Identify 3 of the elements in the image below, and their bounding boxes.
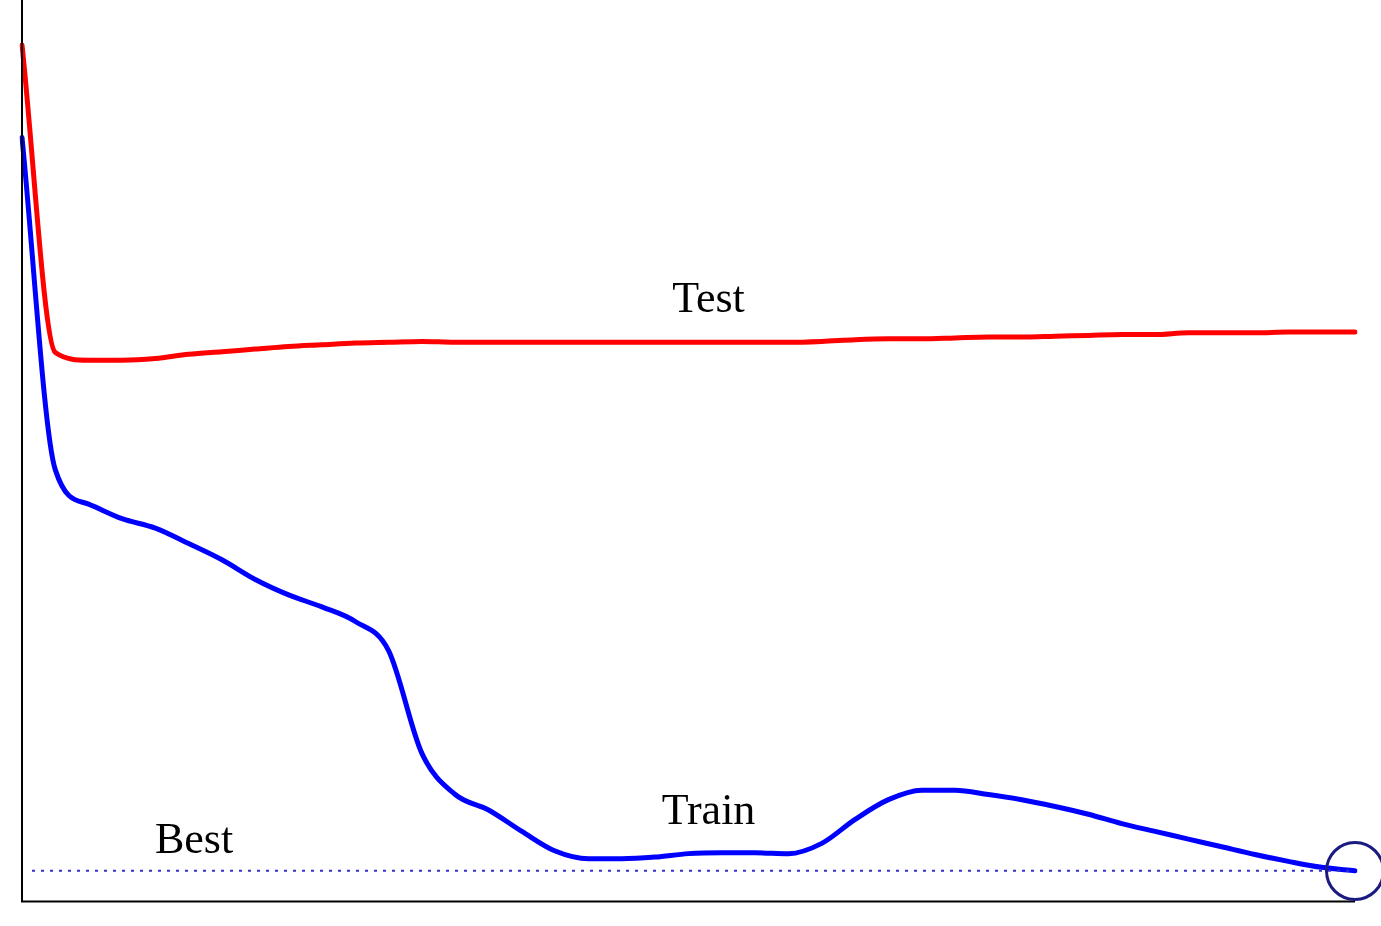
series-label: Train	[661, 784, 756, 834]
series-label: Test	[672, 273, 745, 323]
ref-line-label: Best	[154, 813, 234, 863]
